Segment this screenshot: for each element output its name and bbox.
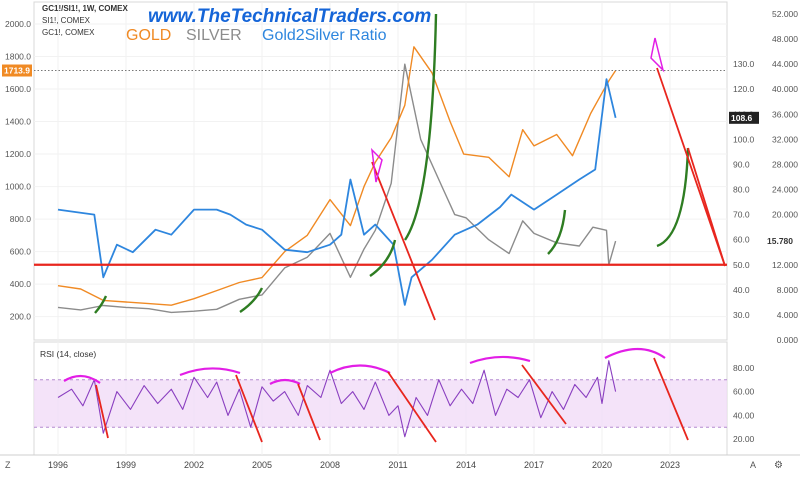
- x-tick-label: 2017: [524, 460, 544, 470]
- silver-axis-tick: 24.000: [772, 185, 798, 195]
- rsi-axis-tick: 60.00: [733, 387, 755, 397]
- x-tick-label: 2011: [388, 460, 407, 470]
- silver-axis-tick: 0.000: [777, 335, 799, 345]
- symbol-line: GC1!/SI1!, 1W, COMEX: [42, 4, 128, 13]
- ratio-axis-tick: 60.0: [733, 235, 750, 245]
- ratio-axis-tick: 40.0: [733, 285, 750, 295]
- ratio-series-label: Gold2Silver Ratio: [262, 27, 387, 44]
- rsi-magenta-arc-5: [469, 355, 531, 365]
- rsi-magenta-arc-1: [63, 374, 101, 384]
- ratio-axis-tick: 70.0: [733, 210, 750, 220]
- red-trend-line-2: [656, 67, 726, 267]
- silver-value-badge: 15.780: [767, 236, 793, 246]
- silver-axis-tick: 12.000: [772, 260, 798, 270]
- green-arc-6: [656, 147, 690, 248]
- green-arc-2: [239, 287, 264, 313]
- ratio-series-line: [57, 78, 617, 306]
- green-arc-3: [369, 239, 397, 277]
- ratio-axis-tick: 80.0: [733, 185, 750, 195]
- silver-symbol-line: SI1!, COMEX: [42, 16, 91, 25]
- red-trend-line-1: [371, 161, 436, 321]
- silver-axis-tick: 8.000: [777, 285, 799, 295]
- x-tick-label: 2005: [252, 460, 272, 470]
- gold-price-badge-bg: [2, 64, 32, 77]
- gold-series-label: GOLD: [126, 27, 172, 44]
- rsi-red-line-5: [521, 364, 567, 425]
- rsi-magenta-arc-2: [179, 367, 241, 377]
- gold-price-badge: 1713.9: [4, 66, 30, 76]
- main-panel: [33, 1, 728, 341]
- silver-series-label: SILVER: [186, 27, 242, 44]
- gold-axis-tick: 800.0: [10, 214, 32, 224]
- gold-axis-tick: 400.0: [10, 279, 32, 289]
- auto-scale-icon: A: [750, 460, 756, 470]
- silver-axis-tick: 52.000: [772, 9, 798, 19]
- rsi-title: RSI (14, close): [40, 349, 96, 359]
- site-url: www.TheTechnicalTraders.com: [148, 6, 432, 27]
- green-arc-1: [94, 295, 108, 314]
- rsi-magenta-arc-4: [329, 364, 391, 374]
- silver-value-badge-bg: [765, 235, 799, 248]
- x-tick-label: 2020: [592, 460, 612, 470]
- rsi-red-line-3: [297, 383, 321, 441]
- rsi-axis-tick: 80.00: [733, 363, 755, 373]
- gold-axis-tick: 600.0: [10, 247, 32, 257]
- ratio-axis-tick: 130.0: [733, 59, 755, 69]
- green-arc-4: [404, 13, 438, 241]
- ratio-axis-tick: 120.0: [733, 84, 755, 94]
- rsi-red-line-1: [95, 384, 109, 439]
- rsi-magenta-arc-6: [604, 348, 666, 359]
- gold-symbol-line: GC1!, COMEX: [42, 28, 95, 37]
- x-tick-label: 2014: [456, 460, 476, 470]
- x-tick-label: 2008: [320, 460, 340, 470]
- ratio-axis-tick: 50.0: [733, 260, 750, 270]
- gold-axis-tick: 1400.0: [5, 117, 31, 127]
- rsi-red-line-2: [235, 374, 263, 443]
- gold-axis-tick: 1800.0: [5, 52, 31, 62]
- gold-axis-tick: 200.0: [10, 312, 32, 322]
- gold-series-line: [57, 46, 617, 306]
- silver-axis-tick: 36.000: [772, 109, 798, 119]
- rsi-axis-tick: 20.00: [733, 434, 755, 444]
- x-tick-label: 2023: [660, 460, 680, 470]
- gold-axis-tick: 1000.0: [5, 182, 31, 192]
- silver-axis-tick: 20.000: [772, 210, 798, 220]
- ratio-axis-tick: 100.0: [733, 134, 755, 144]
- zoom-left-icon: Z: [5, 460, 11, 470]
- silver-axis-tick: 32.000: [772, 134, 798, 144]
- green-arc-5: [547, 209, 567, 255]
- peak-triangle-2020: [650, 37, 665, 73]
- red-trend-line-3: [687, 147, 726, 267]
- rsi-red-line-4: [387, 371, 437, 443]
- x-tick-label: 1999: [116, 460, 136, 470]
- rsi-magenta-arc-3: [269, 378, 301, 385]
- silver-axis-tick: 48.000: [772, 34, 798, 44]
- silver-axis-tick: 4.000: [777, 310, 799, 320]
- gold-axis-tick: 1200.0: [5, 149, 31, 159]
- silver-series-line: [57, 63, 617, 314]
- peak-triangle-2008: [370, 147, 383, 183]
- rsi-series-line: [57, 360, 617, 438]
- rsi-axis-tick: 40.00: [733, 410, 755, 420]
- gold-axis-tick: 2000.0: [5, 19, 31, 29]
- ratio-axis-tick: 30.0: [733, 310, 750, 320]
- silver-axis-tick: 40.000: [772, 84, 798, 94]
- gear-icon[interactable]: ⚙: [774, 460, 783, 471]
- x-tick-label: 1996: [48, 460, 68, 470]
- silver-axis-tick: 28.000: [772, 159, 798, 169]
- silver-axis-tick: 44.000: [772, 59, 798, 69]
- x-tick-label: 2002: [184, 460, 204, 470]
- rsi-band: [34, 379, 727, 428]
- rsi-red-line-6: [653, 357, 689, 441]
- ratio-axis-tick: 90.0: [733, 159, 750, 169]
- gold-axis-tick: 1600.0: [5, 84, 31, 94]
- ratio-value-badge: 108.6: [731, 113, 753, 123]
- ratio-value-badge-bg: [729, 111, 759, 124]
